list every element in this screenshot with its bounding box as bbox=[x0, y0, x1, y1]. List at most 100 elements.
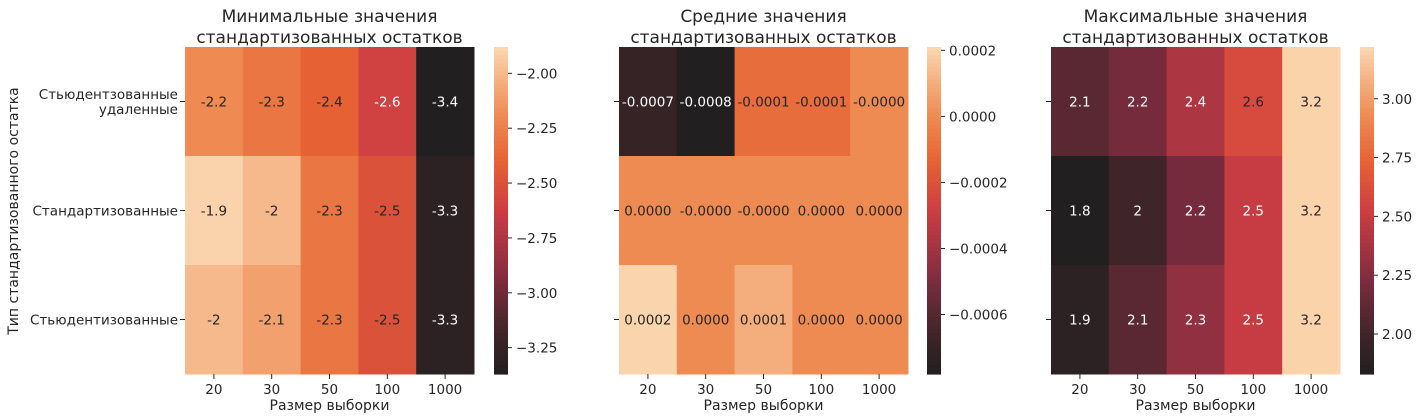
colorbar-tick-label: 2.00 bbox=[1382, 327, 1412, 343]
heatmap-cell bbox=[300, 265, 359, 375]
colorbar-segment bbox=[927, 190, 941, 195]
x-tick-label: 20 bbox=[639, 382, 656, 398]
colorbar-segment bbox=[494, 365, 508, 371]
colorbar-segment bbox=[927, 202, 941, 208]
colorbar-segment bbox=[494, 316, 508, 322]
cell-label: -2.5 bbox=[374, 313, 400, 329]
colorbar-segment bbox=[1360, 185, 1374, 191]
heatmap-cell bbox=[1108, 265, 1168, 375]
cell-label: 2.1 bbox=[1069, 95, 1090, 111]
colorbar-segment bbox=[1360, 341, 1374, 346]
heatmap-cell bbox=[734, 47, 793, 157]
cell-label: 3.2 bbox=[1300, 204, 1321, 220]
cell-label: -0.0001 bbox=[737, 95, 789, 111]
colorbar-segment bbox=[1360, 300, 1374, 306]
heatmap-cell bbox=[416, 156, 475, 266]
heatmap-cell bbox=[1108, 47, 1168, 157]
cell-label: 0.0000 bbox=[682, 313, 729, 329]
colorbar-segment bbox=[927, 185, 941, 191]
x-tick-label: 1000 bbox=[428, 382, 462, 398]
cell-label: -3.4 bbox=[432, 95, 458, 111]
cell-label: -0.0007 bbox=[622, 95, 674, 111]
colorbar: −2.00 −2.25 −2.50 −2.75 −3.00 −3.25 bbox=[494, 47, 557, 375]
colorbar-segment bbox=[927, 316, 941, 322]
colorbar-segment bbox=[1360, 181, 1374, 187]
colorbar: 0.0002 0.0000 −0.0002 −0.0004 −0.0006 bbox=[927, 43, 1008, 375]
colorbar-segment bbox=[927, 357, 941, 363]
colorbar-segment bbox=[927, 226, 941, 232]
colorbar-segment bbox=[927, 214, 941, 220]
cell-label: 2 bbox=[1133, 204, 1142, 220]
heatmap-cell bbox=[676, 47, 736, 157]
colorbar-segment bbox=[494, 329, 508, 334]
colorbar-segment bbox=[494, 198, 508, 203]
x-tick-label: 50 bbox=[755, 382, 772, 398]
cell-label: 0.0001 bbox=[740, 313, 787, 329]
colorbar-segment bbox=[1360, 190, 1374, 195]
colorbar-segment bbox=[927, 275, 941, 281]
heatmap-cell bbox=[1108, 156, 1168, 266]
colorbar-segment bbox=[927, 308, 941, 314]
chart-title: стандартизованных остатков bbox=[1062, 28, 1328, 48]
chart-title: Максимальные значения bbox=[1084, 7, 1308, 27]
colorbar-segment bbox=[494, 226, 508, 232]
colorbar-segment bbox=[494, 116, 508, 122]
heatmap-cell bbox=[300, 47, 359, 157]
heatmap-cell bbox=[185, 265, 244, 375]
colorbar-segment bbox=[927, 165, 941, 171]
colorbar-tick-label: −0.0002 bbox=[949, 175, 1008, 191]
colorbar-segment bbox=[494, 63, 508, 69]
cell-label: -2 bbox=[265, 204, 278, 220]
colorbar-segment bbox=[1360, 165, 1374, 171]
colorbar: 3.00 2.75 2.50 2.25 2.00 bbox=[1360, 47, 1412, 375]
cell-label: -3.3 bbox=[432, 313, 458, 329]
colorbar-segment bbox=[927, 100, 941, 105]
colorbar-segment bbox=[494, 169, 508, 175]
cell-label: 2.3 bbox=[1185, 313, 1206, 329]
cell-label: 3.2 bbox=[1300, 313, 1321, 329]
colorbar-segment bbox=[1360, 104, 1374, 109]
colorbar-tick-label: −2.75 bbox=[516, 231, 557, 247]
colorbar-segment bbox=[494, 243, 508, 248]
heatmap-cell bbox=[792, 47, 851, 157]
heatmap-cell bbox=[1282, 156, 1341, 266]
colorbar-segment bbox=[927, 345, 941, 351]
colorbar-segment bbox=[927, 59, 941, 64]
colorbar-tick-label: 3.00 bbox=[1382, 92, 1412, 108]
colorbar-segment bbox=[927, 230, 941, 236]
heatmap-cell bbox=[185, 156, 244, 266]
colorbar-segment bbox=[927, 63, 941, 69]
colorbar-segment bbox=[494, 357, 508, 363]
colorbar-segment bbox=[1360, 247, 1374, 252]
colorbar-segment bbox=[927, 116, 941, 122]
colorbar-segment bbox=[494, 267, 508, 273]
heatmap-cell bbox=[792, 156, 851, 266]
colorbar-segment bbox=[1360, 141, 1374, 146]
colorbar-segment bbox=[494, 279, 508, 285]
cell-label: 2.2 bbox=[1127, 95, 1148, 111]
colorbar-segment bbox=[1360, 267, 1374, 273]
colorbar-segment bbox=[494, 177, 508, 183]
heatmap-cell bbox=[619, 265, 678, 375]
colorbar-segment bbox=[494, 181, 508, 187]
colorbar-segment bbox=[1360, 87, 1374, 93]
colorbar-segment bbox=[927, 96, 941, 101]
colorbar-segment bbox=[927, 271, 941, 277]
heatmap-cell bbox=[1051, 156, 1110, 266]
colorbar-segment bbox=[1360, 79, 1374, 85]
colorbar-segment bbox=[927, 284, 941, 289]
colorbar-segment bbox=[927, 353, 941, 359]
colorbar-segment bbox=[1360, 161, 1374, 167]
heatmap-cell bbox=[416, 265, 475, 375]
chart-title: Минимальные значения bbox=[222, 7, 438, 27]
colorbar-segment bbox=[1360, 333, 1374, 338]
colorbar-segment bbox=[927, 267, 941, 273]
colorbar-segment bbox=[494, 259, 508, 265]
colorbar-segment bbox=[494, 341, 508, 346]
colorbar-segment bbox=[494, 312, 508, 318]
colorbar-segment bbox=[494, 161, 508, 167]
colorbar-segment bbox=[927, 288, 941, 293]
cell-label: -0.0008 bbox=[680, 95, 732, 111]
colorbar-segment bbox=[494, 263, 508, 269]
